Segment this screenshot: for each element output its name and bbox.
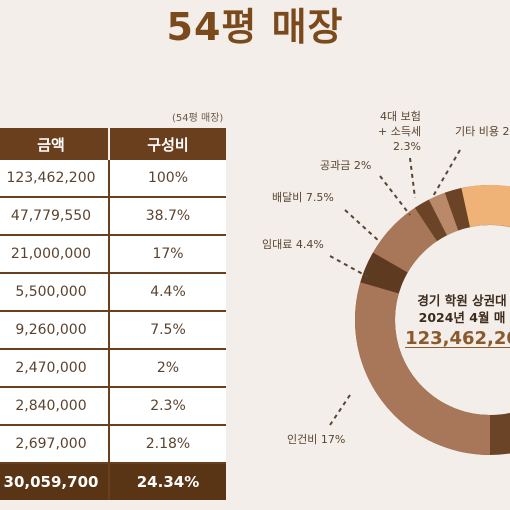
amount-cell: 9,260,000 — [0, 312, 110, 350]
header-amount: 금액 — [0, 128, 110, 160]
amount-cell: 5,500,000 — [0, 274, 110, 312]
amount-cell: 2,470,000 — [0, 350, 110, 388]
total-row: 30,059,700 24.34% — [0, 464, 226, 500]
donut-center-line1: 경기 학원 상권대 — [417, 293, 507, 308]
ratio-cell: 2.3% — [110, 388, 226, 426]
donut-segment-highlight — [461, 184, 510, 228]
leader-line-insurance — [409, 157, 416, 199]
cost-table: 금액 구성비 123,462,200 100% 47,779,550 38.7% 2… — [0, 128, 226, 500]
table-row: 123,462,200 100% — [0, 160, 226, 198]
leader-line-public — [379, 175, 411, 216]
leader-line-delivery — [344, 209, 381, 243]
ratio-cell: 100% — [110, 160, 226, 198]
label-other: 기타 비용 2.1 — [455, 125, 510, 138]
table-row: 9,260,000 7.5% — [0, 312, 226, 350]
ratio-cell: 38.7% — [110, 198, 226, 236]
leader-line-labor — [329, 394, 351, 426]
label-delivery: 배달비 7.5% — [272, 191, 334, 204]
label-rent: 임대료 4.4% — [262, 238, 324, 251]
label-public: 공과금 2% — [320, 159, 372, 172]
table-note: (54평 매장) — [172, 113, 224, 124]
table-row: 2,697,000 2.18% — [0, 426, 226, 464]
amount-cell: 123,462,200 — [0, 160, 110, 198]
label-insurance-line1: 4대 보험 — [380, 110, 421, 123]
leader-line-other — [431, 149, 461, 199]
ratio-cell: 2% — [110, 350, 226, 388]
donut-segment-insurance — [428, 192, 459, 236]
donut-segment-public — [414, 199, 448, 242]
header-ratio: 구성비 — [110, 128, 226, 160]
ratio-cell: 4.4% — [110, 274, 226, 312]
amount-cell: 21,000,000 — [0, 236, 110, 274]
table-row: 2,470,000 2% — [0, 350, 226, 388]
total-ratio: 24.34% — [110, 464, 226, 500]
amount-cell: 2,840,000 — [0, 388, 110, 426]
table-row: 21,000,000 17% — [0, 236, 226, 274]
amount-cell: 2,697,000 — [0, 426, 110, 464]
donut-segment-rent — [360, 252, 408, 294]
ratio-cell: 2.18% — [110, 426, 226, 464]
donut-segment-delivery — [372, 207, 438, 274]
page-title: 54평 매장 — [166, 5, 344, 49]
amount-cell: 47,779,550 — [0, 198, 110, 236]
table-row: 5,500,000 4.4% — [0, 274, 226, 312]
table-row: 47,779,550 38.7% — [0, 198, 226, 236]
total-amount: 30,059,700 — [0, 464, 110, 500]
table-header-row: 금액 구성비 — [0, 128, 226, 160]
donut-segment-other — [444, 188, 471, 231]
donut-segment-labor — [355, 282, 491, 455]
label-insurance-line2: + 소득세 — [378, 125, 422, 138]
donut-center-value: 123,462,20 — [405, 328, 510, 349]
label-insurance-line3: 2.3% — [393, 140, 421, 153]
donut-center-line2: 2024년 4월 매 — [418, 310, 506, 325]
table-row: 2,840,000 2.3% — [0, 388, 226, 426]
ratio-cell: 7.5% — [110, 312, 226, 350]
ratio-cell: 17% — [110, 236, 226, 274]
label-labor: 인건비 17% — [287, 433, 346, 446]
